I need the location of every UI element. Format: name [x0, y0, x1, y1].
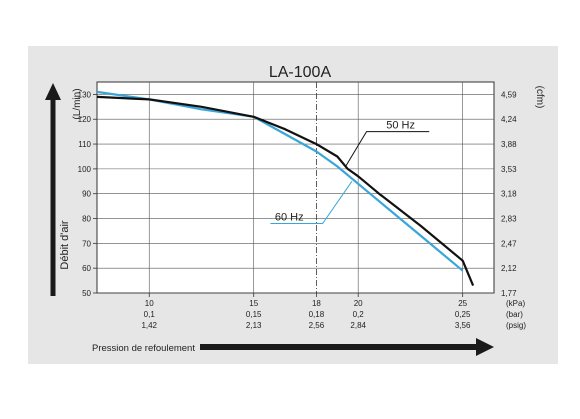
- tick-labels: 50 1,77 60 2,12 70 2,47 80 2,83 90 3,18 100 3,53 110…: [78, 90, 527, 330]
- series-line-60hz: [96, 90, 464, 272]
- x-tick-label-kpa: 10: [145, 299, 154, 308]
- callout-line-60hz: [270, 181, 353, 224]
- x-tick-label-kpa: 25: [458, 299, 467, 308]
- x-unit-label: (bar): [506, 310, 523, 319]
- x-axis-arrow-head: [476, 338, 494, 356]
- plot-area: [96, 81, 495, 294]
- x-tick-label-psig: 2,84: [350, 321, 366, 330]
- y-tick-label-left: 120: [78, 115, 92, 124]
- x-tick-label-bar: 0,2: [353, 310, 365, 319]
- y-axis-unit-left: (L/min): [72, 88, 83, 119]
- y-axis-arrow-head: [45, 83, 61, 100]
- y-tick-label-left: 50: [82, 289, 91, 298]
- y-tick-label-left: 100: [78, 165, 92, 174]
- series-group: 50 Hz 60 Hz: [96, 90, 475, 287]
- x-tick-label-psig: 1,42: [141, 321, 157, 330]
- y-tick-label-left: 80: [82, 215, 91, 224]
- y-tick-label-left: 90: [82, 190, 91, 199]
- y-tick-label-left: 70: [82, 239, 91, 248]
- y-tick-label-left: 110: [78, 140, 91, 149]
- x-tick-label-kpa: 18: [312, 299, 321, 308]
- y-tick-label-right: 1,77: [501, 289, 517, 298]
- y-axis-unit-right: (cfm): [534, 86, 545, 109]
- y-tick-label-right: 3,53: [501, 165, 517, 174]
- y-tick-label-right: 2,83: [501, 215, 517, 224]
- x-unit-label: (kPa): [506, 299, 525, 308]
- x-tick-label-bar: 0,1: [144, 310, 156, 319]
- x-tick-label-bar: 0,15: [246, 310, 262, 319]
- series-label-60hz: 60 Hz: [275, 211, 304, 223]
- y-tick-label-right: 4,59: [501, 90, 517, 99]
- x-tick-label-bar: 0,25: [455, 310, 471, 319]
- x-tick-label-kpa: 20: [354, 299, 363, 308]
- y-tick-label-left: 60: [82, 264, 91, 273]
- y-tick-label-right: 2,47: [501, 239, 517, 248]
- series-line-50hz: [96, 95, 475, 287]
- y-tick-label-left: 130: [78, 90, 92, 99]
- axis-decorations: Débit d'air (L/min) (cfm) Pression de refou…: [45, 83, 545, 356]
- grid: [93, 82, 494, 297]
- y-axis-title: Débit d'air: [59, 220, 71, 270]
- y-tick-label-right: 4,24: [501, 115, 517, 124]
- y-tick-label-right: 3,18: [501, 190, 517, 199]
- chart-title: LA-100A: [269, 64, 332, 81]
- x-tick-label-bar: 0,18: [309, 310, 325, 319]
- x-tick-label-kpa: 15: [249, 299, 258, 308]
- series-label-50hz: 50 Hz: [386, 120, 415, 132]
- x-axis-title: Pression de refoulement: [92, 343, 195, 354]
- y-tick-label-right: 3,88: [501, 140, 517, 149]
- x-unit-label: (psig): [506, 321, 526, 330]
- x-tick-label-psig: 2,13: [246, 321, 262, 330]
- y-tick-label-right: 2,12: [501, 264, 517, 273]
- callout-line-50hz: [345, 131, 430, 167]
- x-tick-label-psig: 2,56: [309, 321, 325, 330]
- x-tick-label-psig: 3,56: [455, 321, 471, 330]
